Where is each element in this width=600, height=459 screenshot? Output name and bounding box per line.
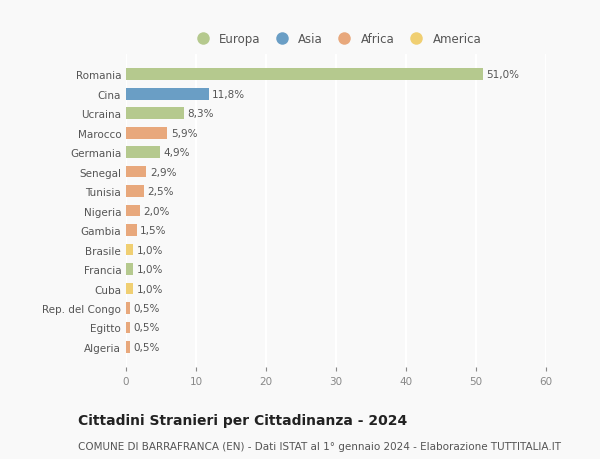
Legend: Europa, Asia, Africa, America: Europa, Asia, Africa, America	[187, 30, 485, 50]
Text: 51,0%: 51,0%	[487, 70, 520, 80]
Text: 0,5%: 0,5%	[133, 342, 160, 352]
Bar	[126, 341, 130, 353]
Text: 2,9%: 2,9%	[150, 167, 176, 177]
Text: Cittadini Stranieri per Cittadinanza - 2024: Cittadini Stranieri per Cittadinanza - 2…	[78, 413, 407, 427]
Bar	[126, 205, 140, 217]
Bar	[126, 108, 184, 120]
Bar	[126, 186, 143, 197]
Text: 5,9%: 5,9%	[171, 129, 197, 139]
Text: 11,8%: 11,8%	[212, 90, 245, 100]
Text: 0,5%: 0,5%	[133, 303, 160, 313]
Text: 2,5%: 2,5%	[147, 187, 173, 197]
Text: COMUNE DI BARRAFRANCA (EN) - Dati ISTAT al 1° gennaio 2024 - Elaborazione TUTTIT: COMUNE DI BARRAFRANCA (EN) - Dati ISTAT …	[78, 441, 561, 451]
Bar	[126, 302, 130, 314]
Bar	[126, 69, 483, 81]
Text: 1,5%: 1,5%	[140, 225, 167, 235]
Text: 1,0%: 1,0%	[137, 264, 163, 274]
Bar	[126, 283, 133, 295]
Text: 4,9%: 4,9%	[164, 148, 190, 158]
Bar	[126, 225, 137, 236]
Text: 0,5%: 0,5%	[133, 323, 160, 333]
Bar	[126, 128, 167, 139]
Text: 1,0%: 1,0%	[137, 245, 163, 255]
Bar	[126, 322, 130, 334]
Bar	[126, 244, 133, 256]
Bar	[126, 147, 160, 159]
Text: 8,3%: 8,3%	[188, 109, 214, 119]
Bar	[126, 89, 209, 101]
Bar	[126, 263, 133, 275]
Text: 1,0%: 1,0%	[137, 284, 163, 294]
Bar	[126, 167, 146, 178]
Text: 2,0%: 2,0%	[143, 206, 170, 216]
